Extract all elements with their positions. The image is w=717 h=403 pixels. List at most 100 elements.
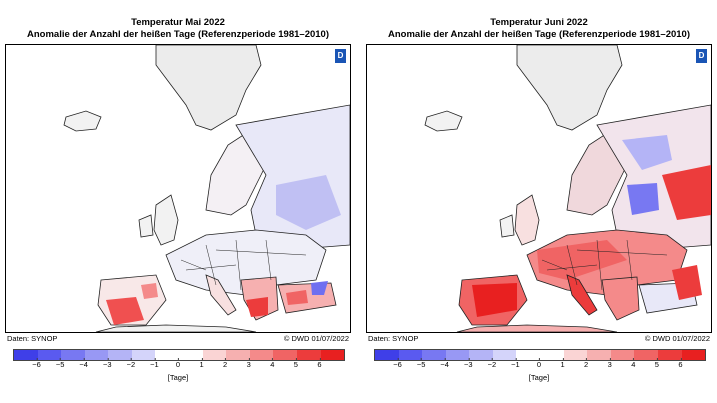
dwd-logo-icon: D bbox=[696, 49, 707, 63]
warm-anomaly-spain-east bbox=[141, 283, 158, 299]
iceland bbox=[424, 110, 463, 132]
colorbar-tick-label: 3 bbox=[607, 358, 612, 369]
colorbar-segment bbox=[226, 350, 250, 360]
continental-europe bbox=[165, 229, 327, 296]
greenland bbox=[155, 45, 262, 131]
anomaly-map: D bbox=[5, 44, 351, 333]
colorbar-segment bbox=[296, 350, 321, 360]
country-borders bbox=[180, 239, 307, 291]
colorbar-segment bbox=[108, 350, 132, 360]
colorbar-ticks: −6 −5 −4 −3 −2 −1 0 1 2 3 4 5 6 bbox=[374, 358, 704, 376]
dwd-logo-icon: D bbox=[335, 49, 346, 63]
warm-anomaly-east bbox=[662, 165, 711, 220]
colorbar-segment bbox=[61, 350, 85, 360]
colorbar-tick-label: 5 bbox=[293, 358, 298, 369]
panel-subtitle: Anomalie der Anzahl der heißen Tage (Ref… bbox=[388, 29, 690, 40]
colorbar-tick-label: 1 bbox=[560, 358, 565, 369]
colorbar-segment bbox=[563, 350, 588, 360]
colorbar-unit: [Tage] bbox=[528, 373, 550, 382]
panel-title: Temperatur Juni 2022 bbox=[490, 17, 588, 28]
ireland bbox=[138, 214, 154, 238]
colorbar-tick-label: 2 bbox=[223, 358, 228, 369]
colorbar-segment bbox=[587, 350, 611, 360]
colorbar-tick-label: 6 bbox=[678, 358, 683, 369]
colorbar-tick-label: −2 bbox=[487, 358, 497, 369]
greenland bbox=[516, 45, 623, 131]
map-panel-may: Temperatur Mai 2022 Anomalie der Anzahl … bbox=[3, 0, 353, 403]
colorbar-tick-label: 3 bbox=[246, 358, 251, 369]
colorbar bbox=[374, 349, 706, 361]
colorbar-ticks: −6 −5 −4 −3 −2 −1 0 1 2 3 4 5 6 bbox=[13, 358, 343, 376]
colorbar-segment bbox=[375, 350, 399, 360]
colorbar-tick-label: 0 bbox=[536, 358, 542, 369]
map-panel-june: Temperatur Juni 2022 Anomalie der Anzahl… bbox=[364, 0, 714, 403]
colorbar-segment bbox=[273, 350, 297, 360]
colorbar-segment bbox=[422, 350, 446, 360]
colorbar-tick-label: 4 bbox=[270, 358, 275, 369]
colorbar-segment bbox=[320, 350, 345, 360]
anomaly-map: D bbox=[366, 44, 712, 333]
cold-anomaly-caucasus bbox=[311, 281, 328, 295]
colorbar-tick-label: −1 bbox=[150, 358, 159, 369]
colorbar-unit: [Tage] bbox=[167, 373, 189, 382]
copyright: © DWD 01/07/2022 bbox=[644, 334, 710, 343]
colorbar-segment bbox=[249, 350, 274, 360]
colorbar-tick-label: −2 bbox=[126, 358, 136, 369]
copyright: © DWD 01/07/2022 bbox=[283, 334, 349, 343]
colorbar-segment bbox=[540, 350, 564, 360]
colorbar-segment bbox=[155, 350, 180, 360]
colorbar-tick-label: −6 bbox=[393, 358, 402, 369]
cold-anomaly-east bbox=[627, 183, 659, 215]
north-africa bbox=[95, 324, 257, 332]
colorbar-segment bbox=[445, 350, 470, 360]
panel-subtitle: Anomalie der Anzahl der heißen Tage (Ref… bbox=[27, 29, 329, 40]
warm-anomaly-central bbox=[537, 240, 627, 280]
colorbar-segment bbox=[681, 350, 706, 360]
colorbar-tick-label: 4 bbox=[631, 358, 636, 369]
warm-anomaly-greece bbox=[246, 297, 268, 317]
italy bbox=[566, 274, 598, 316]
colorbar-segment bbox=[131, 350, 156, 360]
data-source: Daten: SYNOP bbox=[7, 334, 58, 343]
colorbar-segment bbox=[634, 350, 658, 360]
colorbar-tick-label: −6 bbox=[32, 358, 41, 369]
colorbar-segment bbox=[14, 350, 38, 360]
data-source: Daten: SYNOP bbox=[368, 334, 419, 343]
italy bbox=[205, 274, 237, 316]
colorbar-tick-label: 2 bbox=[584, 358, 589, 369]
colorbar-tick-label: 1 bbox=[199, 358, 204, 369]
colorbar-segment bbox=[202, 350, 227, 360]
colorbar-segment bbox=[657, 350, 682, 360]
colorbar-tick-label: −5 bbox=[55, 358, 65, 369]
colorbar-segment bbox=[610, 350, 635, 360]
great-britain bbox=[514, 194, 540, 246]
colorbar-segment bbox=[179, 350, 203, 360]
colorbar-segment bbox=[37, 350, 62, 360]
colorbar-segment bbox=[516, 350, 541, 360]
colorbar-tick-label: −5 bbox=[416, 358, 426, 369]
great-britain bbox=[153, 194, 179, 246]
ireland bbox=[499, 214, 515, 238]
north-africa bbox=[456, 324, 618, 332]
panel-title: Temperatur Mai 2022 bbox=[131, 17, 225, 28]
iceland bbox=[63, 110, 102, 132]
warm-anomaly-iberia bbox=[472, 283, 517, 317]
colorbar-tick-label: 0 bbox=[175, 358, 181, 369]
warm-anomaly-iberia bbox=[106, 297, 144, 325]
warm-anomaly-caucasus bbox=[672, 265, 702, 300]
colorbar-tick-label: −4 bbox=[440, 358, 449, 369]
europe-map-svg bbox=[424, 45, 711, 332]
colorbar-tick-label: −1 bbox=[511, 358, 520, 369]
colorbar-tick-label: −3 bbox=[464, 358, 473, 369]
colorbar-segment bbox=[398, 350, 423, 360]
colorbar-segment bbox=[469, 350, 493, 360]
cold-anomaly-north-russia bbox=[622, 135, 672, 170]
country-borders bbox=[541, 239, 668, 291]
colorbar-tick-label: 5 bbox=[654, 358, 659, 369]
colorbar-segment bbox=[492, 350, 517, 360]
colorbar-tick-label: 6 bbox=[317, 358, 322, 369]
europe-map-svg bbox=[63, 45, 350, 332]
colorbar-tick-label: −4 bbox=[79, 358, 88, 369]
balkans bbox=[601, 276, 640, 321]
colorbar-segment bbox=[84, 350, 109, 360]
